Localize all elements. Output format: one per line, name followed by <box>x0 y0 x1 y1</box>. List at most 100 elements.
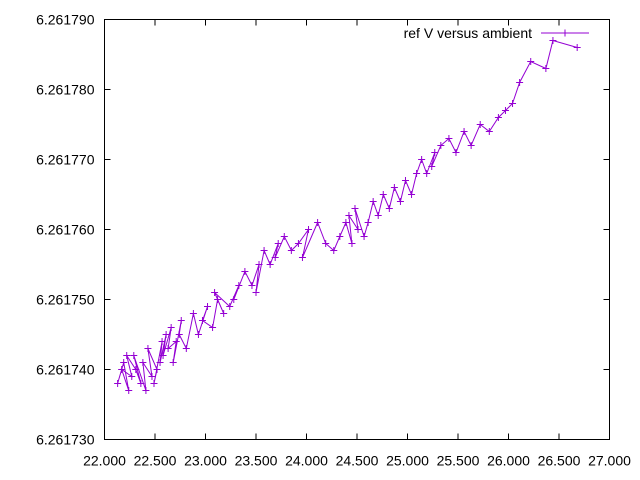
data-point <box>266 261 274 268</box>
data-point <box>385 205 393 212</box>
axis-tick-labels: 22.000 22.500 23.000 23.500 24.000 24.500 25.0… <box>36 12 631 469</box>
data-point <box>485 128 493 135</box>
data-point <box>120 359 128 366</box>
data-point <box>169 359 177 366</box>
x-tick-label: 27.000 <box>588 453 631 469</box>
data-point <box>322 240 330 247</box>
data-point <box>260 247 268 254</box>
data-point <box>501 107 509 114</box>
data-point <box>390 184 398 191</box>
data-point <box>132 366 140 373</box>
data-point <box>153 366 161 373</box>
data-point <box>189 310 197 317</box>
data-point <box>374 212 382 219</box>
data-point <box>542 65 550 72</box>
x-tick-label: 25.500 <box>437 453 480 469</box>
data-point <box>214 296 222 303</box>
x-tick-label: 24.000 <box>285 453 328 469</box>
data-point <box>248 282 256 289</box>
x-tick-label: 22.000 <box>83 453 126 469</box>
data-point <box>175 331 183 338</box>
data-point <box>494 114 502 121</box>
data-point <box>401 177 409 184</box>
data-point <box>182 345 190 352</box>
y-tick-label: 6.261730 <box>36 432 95 448</box>
data-point <box>255 261 263 268</box>
data-point <box>142 387 150 394</box>
data-point <box>351 205 359 212</box>
data-point <box>314 219 322 226</box>
data-point <box>172 338 180 345</box>
data-point <box>298 254 306 261</box>
data-point <box>360 233 368 240</box>
data-point <box>144 345 152 352</box>
data-point <box>194 331 202 338</box>
data-point <box>345 212 353 219</box>
data-point <box>369 198 377 205</box>
data-point <box>167 324 175 331</box>
x-tick-label: 25.000 <box>386 453 429 469</box>
data-point <box>164 345 172 352</box>
data-point <box>460 128 468 135</box>
data-point <box>150 380 158 387</box>
y-tick-label: 6.261790 <box>36 12 95 28</box>
data-point <box>130 352 138 359</box>
data-point <box>128 373 136 380</box>
data-point <box>527 58 535 65</box>
data-point <box>431 149 439 156</box>
data-point <box>241 268 249 275</box>
y-tick-label: 6.261780 <box>36 82 95 98</box>
legend-label: ref V versus ambient <box>404 25 532 41</box>
data-point <box>509 100 517 107</box>
data-point <box>114 380 122 387</box>
data-point <box>413 170 421 177</box>
data-point <box>452 149 460 156</box>
data-point <box>467 142 475 149</box>
data-point <box>396 198 404 205</box>
data-point <box>408 191 416 198</box>
data-point <box>159 352 167 359</box>
y-tick-label: 6.261760 <box>36 222 95 238</box>
data-point <box>204 303 212 310</box>
x-tick-label: 22.500 <box>134 453 177 469</box>
data-point <box>336 233 344 240</box>
x-tick-label: 24.500 <box>336 453 379 469</box>
y-tick-label: 6.261770 <box>36 152 95 168</box>
legend: ref V versus ambient <box>404 25 589 41</box>
data-point <box>445 135 453 142</box>
data-point <box>549 37 557 44</box>
x-tick-label: 26.000 <box>487 453 530 469</box>
data-point <box>137 380 145 387</box>
data-point <box>573 44 581 51</box>
data-point <box>209 324 217 331</box>
data-point <box>348 240 356 247</box>
data-point <box>220 310 228 317</box>
data-point <box>418 156 426 163</box>
data-point <box>287 247 295 254</box>
legend-marker <box>561 29 569 37</box>
data-point <box>330 247 338 254</box>
data-point <box>123 352 131 359</box>
data-point <box>177 317 185 324</box>
series-layer <box>114 37 581 394</box>
data-point <box>156 359 164 366</box>
data-point <box>148 373 156 380</box>
data-point <box>428 163 436 170</box>
data-point <box>252 289 260 296</box>
data-point <box>423 170 431 177</box>
data-point <box>379 191 387 198</box>
data-point <box>271 254 279 261</box>
data-point <box>118 366 126 373</box>
data-point <box>230 296 238 303</box>
data-point <box>476 121 484 128</box>
data-point <box>226 303 234 310</box>
data-point <box>342 219 350 226</box>
x-tick-label: 23.500 <box>235 453 278 469</box>
data-point <box>198 317 206 324</box>
data-point <box>274 240 282 247</box>
data-point <box>280 233 288 240</box>
data-point <box>364 219 372 226</box>
data-point <box>139 359 147 366</box>
data-point <box>158 338 166 345</box>
